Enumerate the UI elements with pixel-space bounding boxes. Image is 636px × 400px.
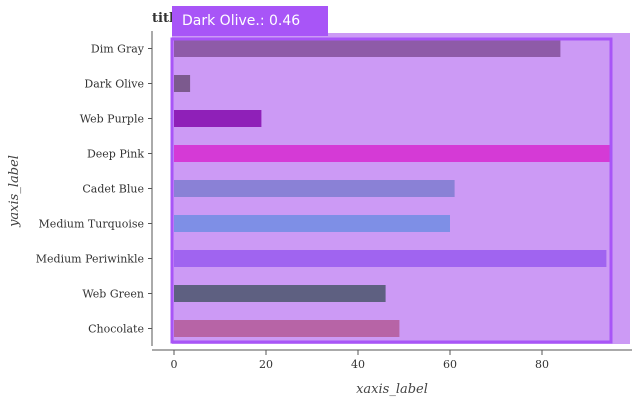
x-tick-label: 0 bbox=[171, 358, 178, 371]
y-tick-label: Dark Olive bbox=[84, 78, 144, 91]
bars-group bbox=[174, 40, 611, 337]
bar-deep-pink[interactable] bbox=[174, 145, 611, 162]
x-tick-label: 20 bbox=[259, 358, 273, 371]
bar-cadet-blue[interactable] bbox=[174, 180, 455, 197]
x-axis: 0 20 40 60 80 bbox=[152, 349, 632, 371]
bar-medium-turquoise[interactable] bbox=[174, 215, 450, 232]
bar-web-purple[interactable] bbox=[174, 110, 262, 127]
tooltip-text: Dark Olive.: 0.46 bbox=[182, 13, 301, 29]
y-tick-label: Deep Pink bbox=[87, 148, 144, 161]
bar-chocolate[interactable] bbox=[174, 320, 400, 337]
y-axis-title: yaxis_label bbox=[7, 155, 22, 228]
highlight-frame bbox=[170, 37, 613, 344]
y-tick-label: Medium Turquoise bbox=[39, 218, 144, 231]
y-tick-label: Chocolate bbox=[88, 323, 144, 336]
chart-title: titl bbox=[152, 11, 174, 26]
x-tick-label: 80 bbox=[535, 358, 549, 371]
y-tick-label: Web Green bbox=[82, 288, 144, 301]
y-tick-label: Web Purple bbox=[80, 113, 144, 126]
y-tick-label: Cadet Blue bbox=[82, 183, 144, 196]
y-tick-label: Dim Gray bbox=[91, 43, 145, 56]
y-axis: Dim Gray Dark Olive Web Purple Deep Pink Cad… bbox=[36, 31, 153, 346]
bar-dim-gray[interactable] bbox=[174, 40, 561, 57]
y-tick-label: Medium Periwinkle bbox=[36, 253, 144, 266]
bar-dark-olive[interactable] bbox=[174, 75, 191, 92]
x-axis-title: xaxis_label bbox=[356, 382, 428, 397]
x-tick-label: 40 bbox=[351, 358, 365, 371]
bar-web-green[interactable] bbox=[174, 285, 386, 302]
tooltip: Dark Olive.: 0.46 bbox=[172, 6, 328, 36]
bar-medium-periwinkle[interactable] bbox=[174, 250, 607, 267]
x-tick-label: 60 bbox=[443, 358, 457, 371]
selection-outline bbox=[170, 37, 613, 344]
